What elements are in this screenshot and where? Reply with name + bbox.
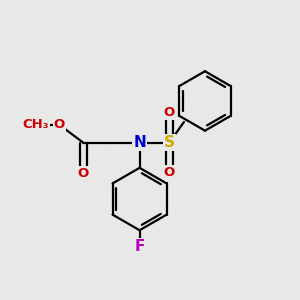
Text: CH₃: CH₃	[22, 118, 49, 131]
Text: F: F	[134, 239, 145, 254]
Text: O: O	[77, 167, 89, 180]
Text: S: S	[164, 135, 175, 150]
Text: O: O	[164, 106, 175, 119]
Text: N: N	[133, 135, 146, 150]
Text: O: O	[54, 118, 65, 131]
Text: O: O	[164, 166, 175, 179]
